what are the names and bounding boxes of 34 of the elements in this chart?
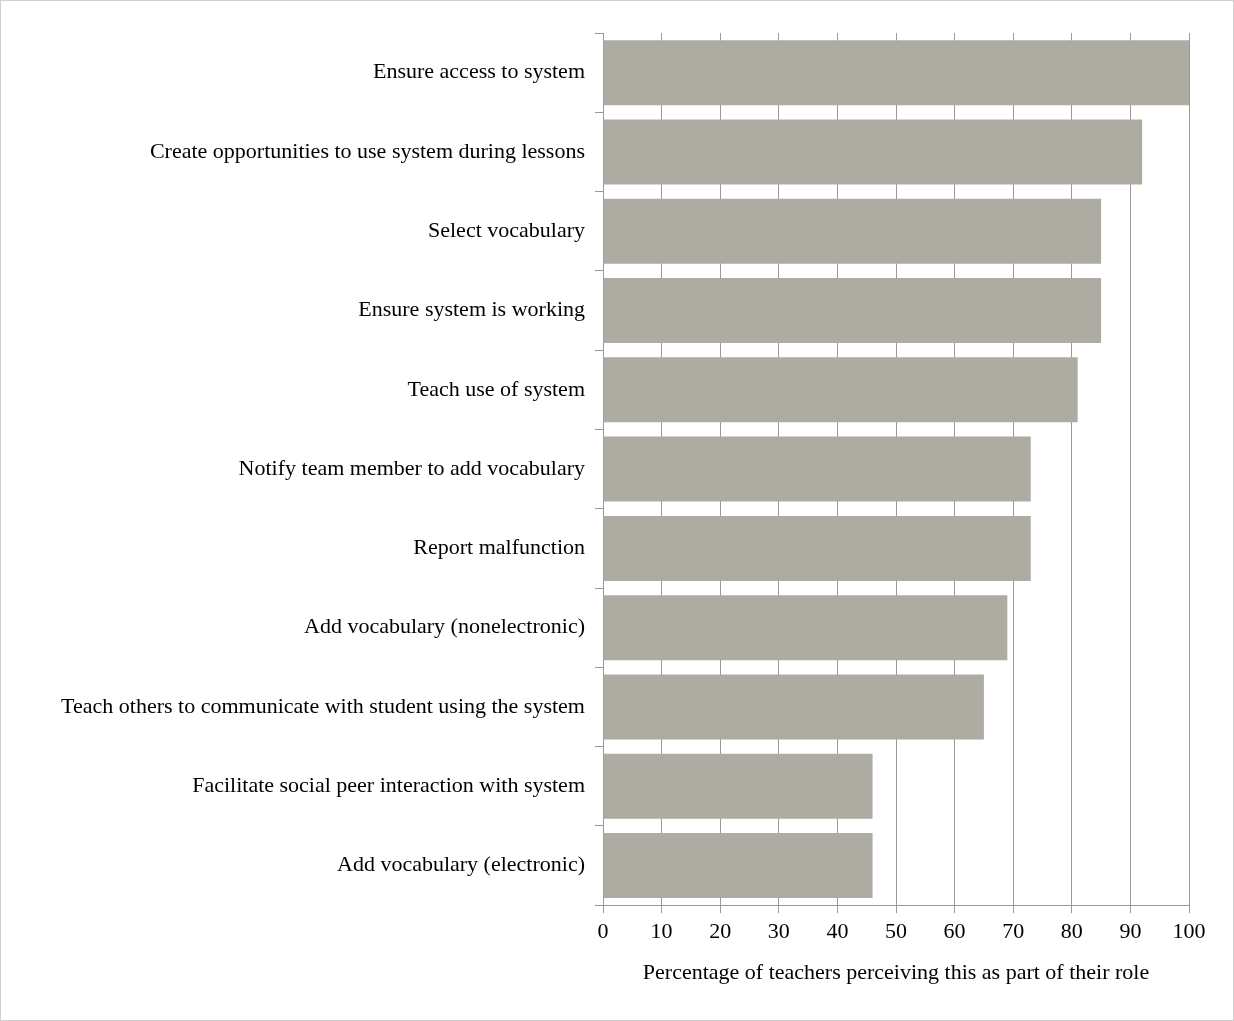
x-tick-label: 40 xyxy=(826,918,849,944)
bar xyxy=(603,515,1031,581)
x-axis-title: Percentage of teachers perceiving this as part of their role xyxy=(642,958,1150,984)
bar xyxy=(603,753,873,819)
x-tick-label: 20 xyxy=(709,918,732,944)
bar xyxy=(603,119,1143,185)
y-tick-label: Facilitate social peer interaction with system xyxy=(192,772,585,798)
x-tick-label: 100 xyxy=(1172,918,1206,944)
bar xyxy=(603,833,873,899)
y-tick-label: Teach others to communicate with student using the system xyxy=(61,692,585,718)
x-tick-label: 10 xyxy=(650,918,673,944)
bar xyxy=(603,198,1102,264)
y-tick-label: Add vocabulary (electronic) xyxy=(337,851,585,877)
y-tick-label: Notify team member to add vocabulary xyxy=(238,454,585,480)
bar xyxy=(603,674,984,740)
y-tick-label: Report malfunction xyxy=(413,534,585,560)
bar xyxy=(603,357,1078,423)
bar xyxy=(603,40,1189,106)
bar xyxy=(603,436,1031,502)
y-tick-label: Teach use of system xyxy=(407,375,585,401)
y-tick-label: Ensure system is working xyxy=(358,296,585,322)
x-tick-label: 80 xyxy=(1060,918,1083,944)
x-tick-label: 70 xyxy=(1002,918,1025,944)
x-tick-label: 60 xyxy=(943,918,966,944)
x-tick-label: 30 xyxy=(767,918,790,944)
x-tick-label: 50 xyxy=(885,918,907,944)
y-tick-label: Select vocabulary xyxy=(428,217,585,243)
bar xyxy=(603,595,1008,661)
x-tick-label: 90 xyxy=(1119,918,1142,944)
bar xyxy=(603,278,1102,344)
x-tick-label: 0 xyxy=(597,918,609,944)
y-tick-label: Ensure access to system xyxy=(373,58,585,84)
y-tick-label: Add vocabulary (nonelectronic) xyxy=(304,613,585,639)
y-tick-label: Create opportunities to use system during lessons xyxy=(149,137,585,163)
